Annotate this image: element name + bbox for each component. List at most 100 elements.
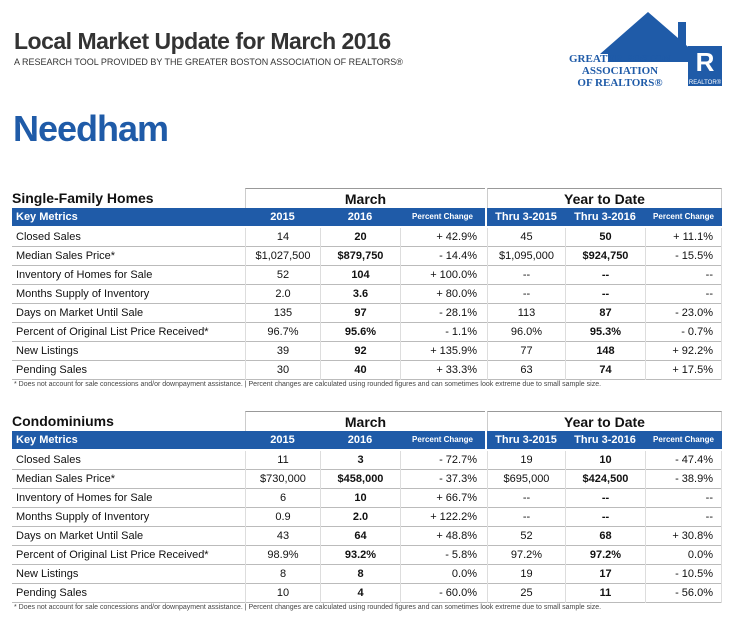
column-header: Thru 3-2015 xyxy=(495,434,557,446)
cell: -- xyxy=(565,266,645,285)
cell: - 38.9% xyxy=(645,470,722,489)
cell: 63 xyxy=(487,361,565,380)
footnote: * Does not account for sale concessions … xyxy=(14,381,602,388)
column-header: 2015 xyxy=(270,211,295,223)
cell: 97 xyxy=(320,304,400,323)
cell: 3 xyxy=(320,451,400,470)
cell: 10 xyxy=(245,584,320,603)
cell: 96.0% xyxy=(487,323,565,342)
cell: $458,000 xyxy=(320,470,400,489)
cell: Median Sales Price* xyxy=(16,250,116,262)
cell: -- xyxy=(645,489,722,508)
group-header: March xyxy=(245,411,485,431)
cell: -- xyxy=(645,508,722,527)
row-line xyxy=(12,322,722,323)
group-header: Year to Date xyxy=(487,188,722,208)
cell: -- xyxy=(565,285,645,304)
cell: -- xyxy=(487,266,565,285)
cell: 25 xyxy=(487,584,565,603)
cell: 3.6 xyxy=(320,285,400,304)
cell: 39 xyxy=(245,342,320,361)
cell: -- xyxy=(645,266,722,285)
column-header: Percent Change xyxy=(412,435,473,444)
cell: -- xyxy=(565,489,645,508)
row-line xyxy=(12,360,722,361)
cell: 8 xyxy=(320,565,400,584)
cell: 97.2% xyxy=(565,546,645,565)
header-gap xyxy=(485,431,487,449)
cell: 43 xyxy=(245,527,320,546)
logo-line: ASSOCIATION xyxy=(582,65,658,77)
cell: Percent of Original List Price Received* xyxy=(16,326,209,338)
cell: - 1.1% xyxy=(400,323,485,342)
row-line xyxy=(12,583,722,584)
row-line xyxy=(12,507,722,508)
cell: 17 xyxy=(565,565,645,584)
cell: 95.3% xyxy=(565,323,645,342)
cell: 0.9 xyxy=(245,508,320,527)
cell: 11 xyxy=(565,584,645,603)
cell: + 122.2% xyxy=(400,508,485,527)
logo-mark: R xyxy=(696,47,715,77)
cell: - 37.3% xyxy=(400,470,485,489)
cell: $695,000 xyxy=(487,470,565,489)
row-line xyxy=(12,602,722,603)
column-header: Key Metrics xyxy=(16,211,78,223)
row-line xyxy=(12,341,722,342)
cell: -- xyxy=(645,285,722,304)
header-row xyxy=(12,431,722,449)
cell: 8 xyxy=(245,565,320,584)
cell: New Listings xyxy=(16,345,79,357)
cell: - 47.4% xyxy=(645,451,722,470)
cell: 74 xyxy=(565,361,645,380)
row-line xyxy=(12,246,722,247)
cell: - 60.0% xyxy=(400,584,485,603)
cell: 2.0 xyxy=(245,285,320,304)
cell: + 100.0% xyxy=(400,266,485,285)
row-line xyxy=(12,545,722,546)
column-header: Percent Change xyxy=(653,212,714,221)
cell: 50 xyxy=(565,228,645,247)
cell: 10 xyxy=(320,489,400,508)
cell: - 72.7% xyxy=(400,451,485,470)
cell: New Listings xyxy=(16,568,79,580)
cell: 4 xyxy=(320,584,400,603)
cell: 135 xyxy=(245,304,320,323)
logo-line: OF REALTORS® xyxy=(577,77,662,89)
row-line xyxy=(12,526,722,527)
row-line xyxy=(12,488,722,489)
cell: + 33.3% xyxy=(400,361,485,380)
cell: + 30.8% xyxy=(645,527,722,546)
cell: 96.7% xyxy=(245,323,320,342)
cell: Days on Market Until Sale xyxy=(16,307,144,319)
cell: 2.0 xyxy=(320,508,400,527)
column-header: Thru 3-2016 xyxy=(574,211,636,223)
column-header: 2016 xyxy=(347,211,373,223)
cell: 52 xyxy=(487,527,565,546)
cell: 19 xyxy=(487,565,565,584)
cell: 93.2% xyxy=(320,546,400,565)
cell: 87 xyxy=(565,304,645,323)
cell: + 135.9% xyxy=(400,342,485,361)
cell: 30 xyxy=(245,361,320,380)
cell: 77 xyxy=(487,342,565,361)
column-header: 2015 xyxy=(270,434,295,446)
cell: + 92.2% xyxy=(645,342,722,361)
cell: 11 xyxy=(245,451,320,470)
column-header: Percent Change xyxy=(653,435,714,444)
logo: R REALTOR® GREATER BOSTON ASSOCIATION OF… xyxy=(569,12,722,89)
cell: $424,500 xyxy=(565,470,645,489)
cell: 52 xyxy=(245,266,320,285)
column-header: Thru 3-2015 xyxy=(495,211,557,223)
row-line xyxy=(12,469,722,470)
logo-caption: REALTOR® xyxy=(689,79,722,86)
cell: Inventory of Homes for Sale xyxy=(16,492,153,504)
row-line xyxy=(12,265,722,266)
cell: $1,027,500 xyxy=(245,247,320,266)
cell: - 10.5% xyxy=(645,565,722,584)
cell: -- xyxy=(487,489,565,508)
cell: - 0.7% xyxy=(645,323,722,342)
title: Local Market Update for March 2016 xyxy=(14,28,391,54)
cell: - 56.0% xyxy=(645,584,722,603)
cell: - 15.5% xyxy=(645,247,722,266)
